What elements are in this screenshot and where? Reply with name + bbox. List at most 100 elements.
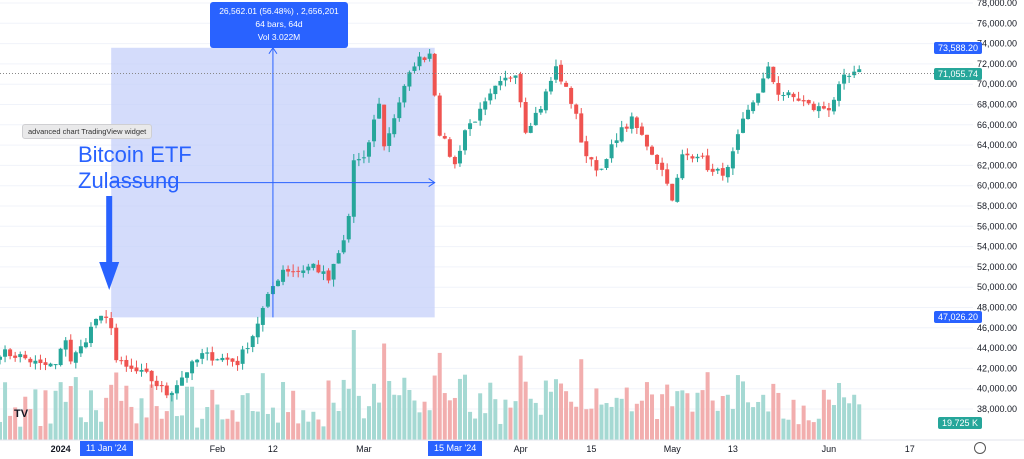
- settings-gear-icon[interactable]: [974, 442, 986, 454]
- candle-body[interactable]: [0, 356, 2, 360]
- candle-body[interactable]: [518, 74, 523, 103]
- candle-body[interactable]: [604, 159, 609, 168]
- candle-body[interactable]: [109, 318, 114, 329]
- tradingview-logo-icon[interactable]: TV: [14, 408, 29, 420]
- candle-body[interactable]: [796, 98, 801, 101]
- candle-body[interactable]: [286, 269, 291, 272]
- candle-body[interactable]: [422, 57, 427, 60]
- candle-body[interactable]: [670, 183, 675, 201]
- candle-body[interactable]: [665, 169, 670, 184]
- candle-body[interactable]: [205, 352, 210, 354]
- candle-body[interactable]: [336, 253, 341, 264]
- candle-body[interactable]: [740, 118, 745, 133]
- candle-body[interactable]: [629, 116, 634, 129]
- candle-body[interactable]: [513, 75, 518, 78]
- candle-body[interactable]: [791, 93, 796, 98]
- candle-body[interactable]: [356, 159, 361, 161]
- candle-body[interactable]: [720, 168, 725, 176]
- candle-body[interactable]: [427, 53, 432, 59]
- candle-body[interactable]: [164, 385, 169, 396]
- candle-body[interactable]: [806, 100, 811, 104]
- candle-body[interactable]: [402, 85, 407, 103]
- candle-body[interactable]: [58, 348, 63, 366]
- etf-annotation-text[interactable]: Bitcoin ETF Zulassung: [78, 142, 192, 194]
- candle-body[interactable]: [235, 360, 240, 366]
- candle-body[interactable]: [548, 80, 553, 92]
- candle-body[interactable]: [382, 104, 387, 147]
- candle-body[interactable]: [316, 264, 321, 273]
- candle-body[interactable]: [473, 121, 478, 123]
- candle-body[interactable]: [296, 270, 301, 272]
- candle-body[interactable]: [169, 392, 174, 396]
- candle-body[interactable]: [119, 360, 124, 362]
- candle-body[interactable]: [412, 66, 417, 71]
- candle-body[interactable]: [564, 82, 569, 87]
- candle-body[interactable]: [351, 160, 356, 217]
- candle-body[interactable]: [366, 142, 371, 157]
- candle-body[interactable]: [634, 117, 639, 129]
- candle-body[interactable]: [523, 102, 528, 133]
- candle-body[interactable]: [225, 357, 230, 360]
- candle-body[interactable]: [149, 370, 154, 382]
- candle-body[interactable]: [94, 318, 99, 326]
- candle-body[interactable]: [756, 93, 761, 103]
- candle-body[interactable]: [735, 134, 740, 150]
- candle-body[interactable]: [619, 127, 624, 142]
- candle-body[interactable]: [210, 352, 215, 361]
- candle-body[interactable]: [468, 123, 473, 130]
- candle-body[interactable]: [185, 372, 190, 378]
- candle-body[interactable]: [690, 156, 695, 159]
- candle-body[interactable]: [746, 109, 751, 120]
- candle-body[interactable]: [124, 359, 129, 367]
- candle-body[interactable]: [599, 168, 604, 170]
- candle-body[interactable]: [134, 367, 139, 372]
- candle-body[interactable]: [857, 69, 862, 73]
- candle-body[interactable]: [685, 153, 690, 156]
- candle-body[interactable]: [104, 316, 109, 318]
- candle-body[interactable]: [397, 102, 402, 119]
- candle-body[interactable]: [139, 369, 144, 372]
- candle-body[interactable]: [48, 363, 53, 367]
- candle-body[interactable]: [579, 113, 584, 143]
- candle-body[interactable]: [786, 92, 791, 96]
- candle-body[interactable]: [533, 112, 538, 126]
- candle-body[interactable]: [837, 84, 842, 101]
- candle-body[interactable]: [306, 266, 311, 271]
- candle-body[interactable]: [553, 66, 558, 80]
- candle-body[interactable]: [73, 352, 78, 363]
- candle-body[interactable]: [13, 355, 18, 358]
- candle-body[interactable]: [751, 102, 756, 112]
- candle-body[interactable]: [265, 293, 270, 307]
- candle-body[interactable]: [543, 91, 548, 111]
- candle-body[interactable]: [174, 385, 179, 394]
- candle-body[interactable]: [341, 240, 346, 253]
- candle-body[interactable]: [38, 359, 43, 364]
- candle-body[interactable]: [8, 349, 13, 357]
- candle-body[interactable]: [281, 269, 286, 282]
- candle-body[interactable]: [771, 66, 776, 83]
- candle-body[interactable]: [220, 357, 225, 361]
- candle-body[interactable]: [68, 339, 73, 362]
- candle-body[interactable]: [488, 93, 493, 101]
- candle-body[interactable]: [584, 141, 589, 157]
- candle-body[interactable]: [528, 125, 533, 133]
- candle-body[interactable]: [761, 78, 766, 93]
- candle-body[interactable]: [781, 94, 786, 96]
- candle-body[interactable]: [260, 308, 265, 325]
- candle-body[interactable]: [816, 106, 821, 112]
- candle-body[interactable]: [83, 342, 88, 348]
- candle-body[interactable]: [705, 155, 710, 171]
- candle-body[interactable]: [129, 365, 134, 369]
- candle-body[interactable]: [372, 119, 377, 142]
- candle-body[interactable]: [301, 270, 306, 273]
- candle-body[interactable]: [159, 385, 164, 387]
- candle-body[interactable]: [392, 118, 397, 135]
- candle-body[interactable]: [715, 168, 720, 171]
- candle-body[interactable]: [346, 216, 351, 240]
- candle-body[interactable]: [589, 157, 594, 160]
- candle-body[interactable]: [250, 336, 255, 348]
- candle-body[interactable]: [644, 134, 649, 147]
- candle-body[interactable]: [43, 362, 48, 365]
- candle-body[interactable]: [154, 380, 159, 387]
- candle-body[interactable]: [650, 146, 655, 155]
